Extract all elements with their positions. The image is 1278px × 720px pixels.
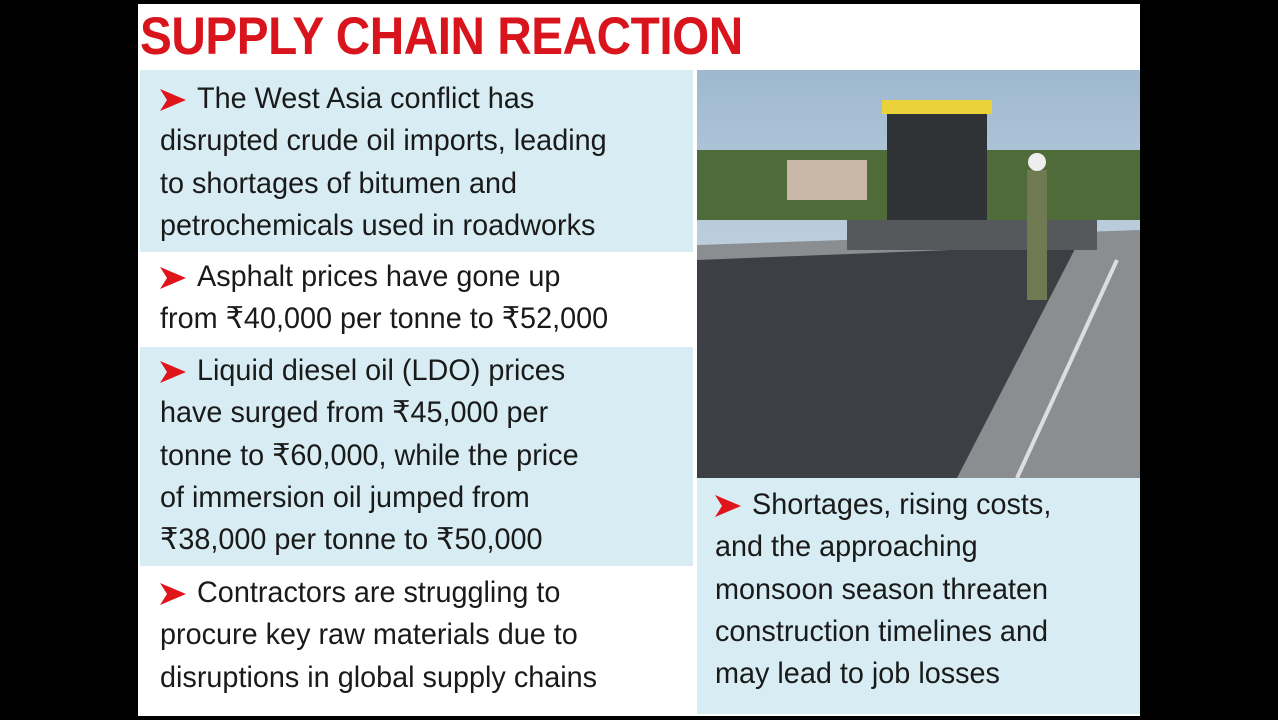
title: SUPPLY CHAIN REACTION [140,7,743,66]
bullet-line: may lead to job losses [715,657,1000,691]
photo [697,70,1140,478]
bullet-line: ₹38,000 per tonne to ₹50,000 [160,523,543,557]
bullet-line: and the approaching [715,530,978,564]
bullet-line: monsoon season threaten [715,572,1049,606]
bullet-line: disrupted crude oil imports, leading [160,124,607,158]
bullet-arrow [160,89,186,111]
bullet-arrow [715,495,741,517]
bullet-line: Liquid diesel oil (LDO) prices [197,354,566,387]
bullet-line: have surged from ₹45,000 per [160,396,549,430]
bullet-line: Asphalt prices have gone up [197,260,561,293]
bullet-line: to shortages of bitumen and [160,166,518,200]
bullet-arrow [160,361,186,383]
bullet-line: of immersion oil jumped from [160,480,530,514]
box [697,478,1140,714]
bullet-arrow [160,583,186,605]
box [140,70,693,252]
bullet-line: The West Asia conflict has [197,82,535,115]
bullet-line: Contractors are struggling to [197,576,561,609]
infographic: SUPPLY CHAIN REACTION The West Asia conf… [138,4,1140,716]
bullet-arrow [160,267,186,289]
bullet-line: petrochemicals used in roadworks [160,208,596,242]
bullet-line: construction timelines and [715,614,1048,648]
bullet-line: disruptions in global supply chains [160,660,598,694]
bullet-line: tonne to ₹60,000, while the price [160,438,579,472]
box [140,347,693,566]
bullet-line: from ₹40,000 per tonne to ₹52,000 [160,302,609,336]
bullet-line: procure key raw materials due to [160,618,578,652]
bullet-line: Shortages, rising costs, [752,488,1052,521]
